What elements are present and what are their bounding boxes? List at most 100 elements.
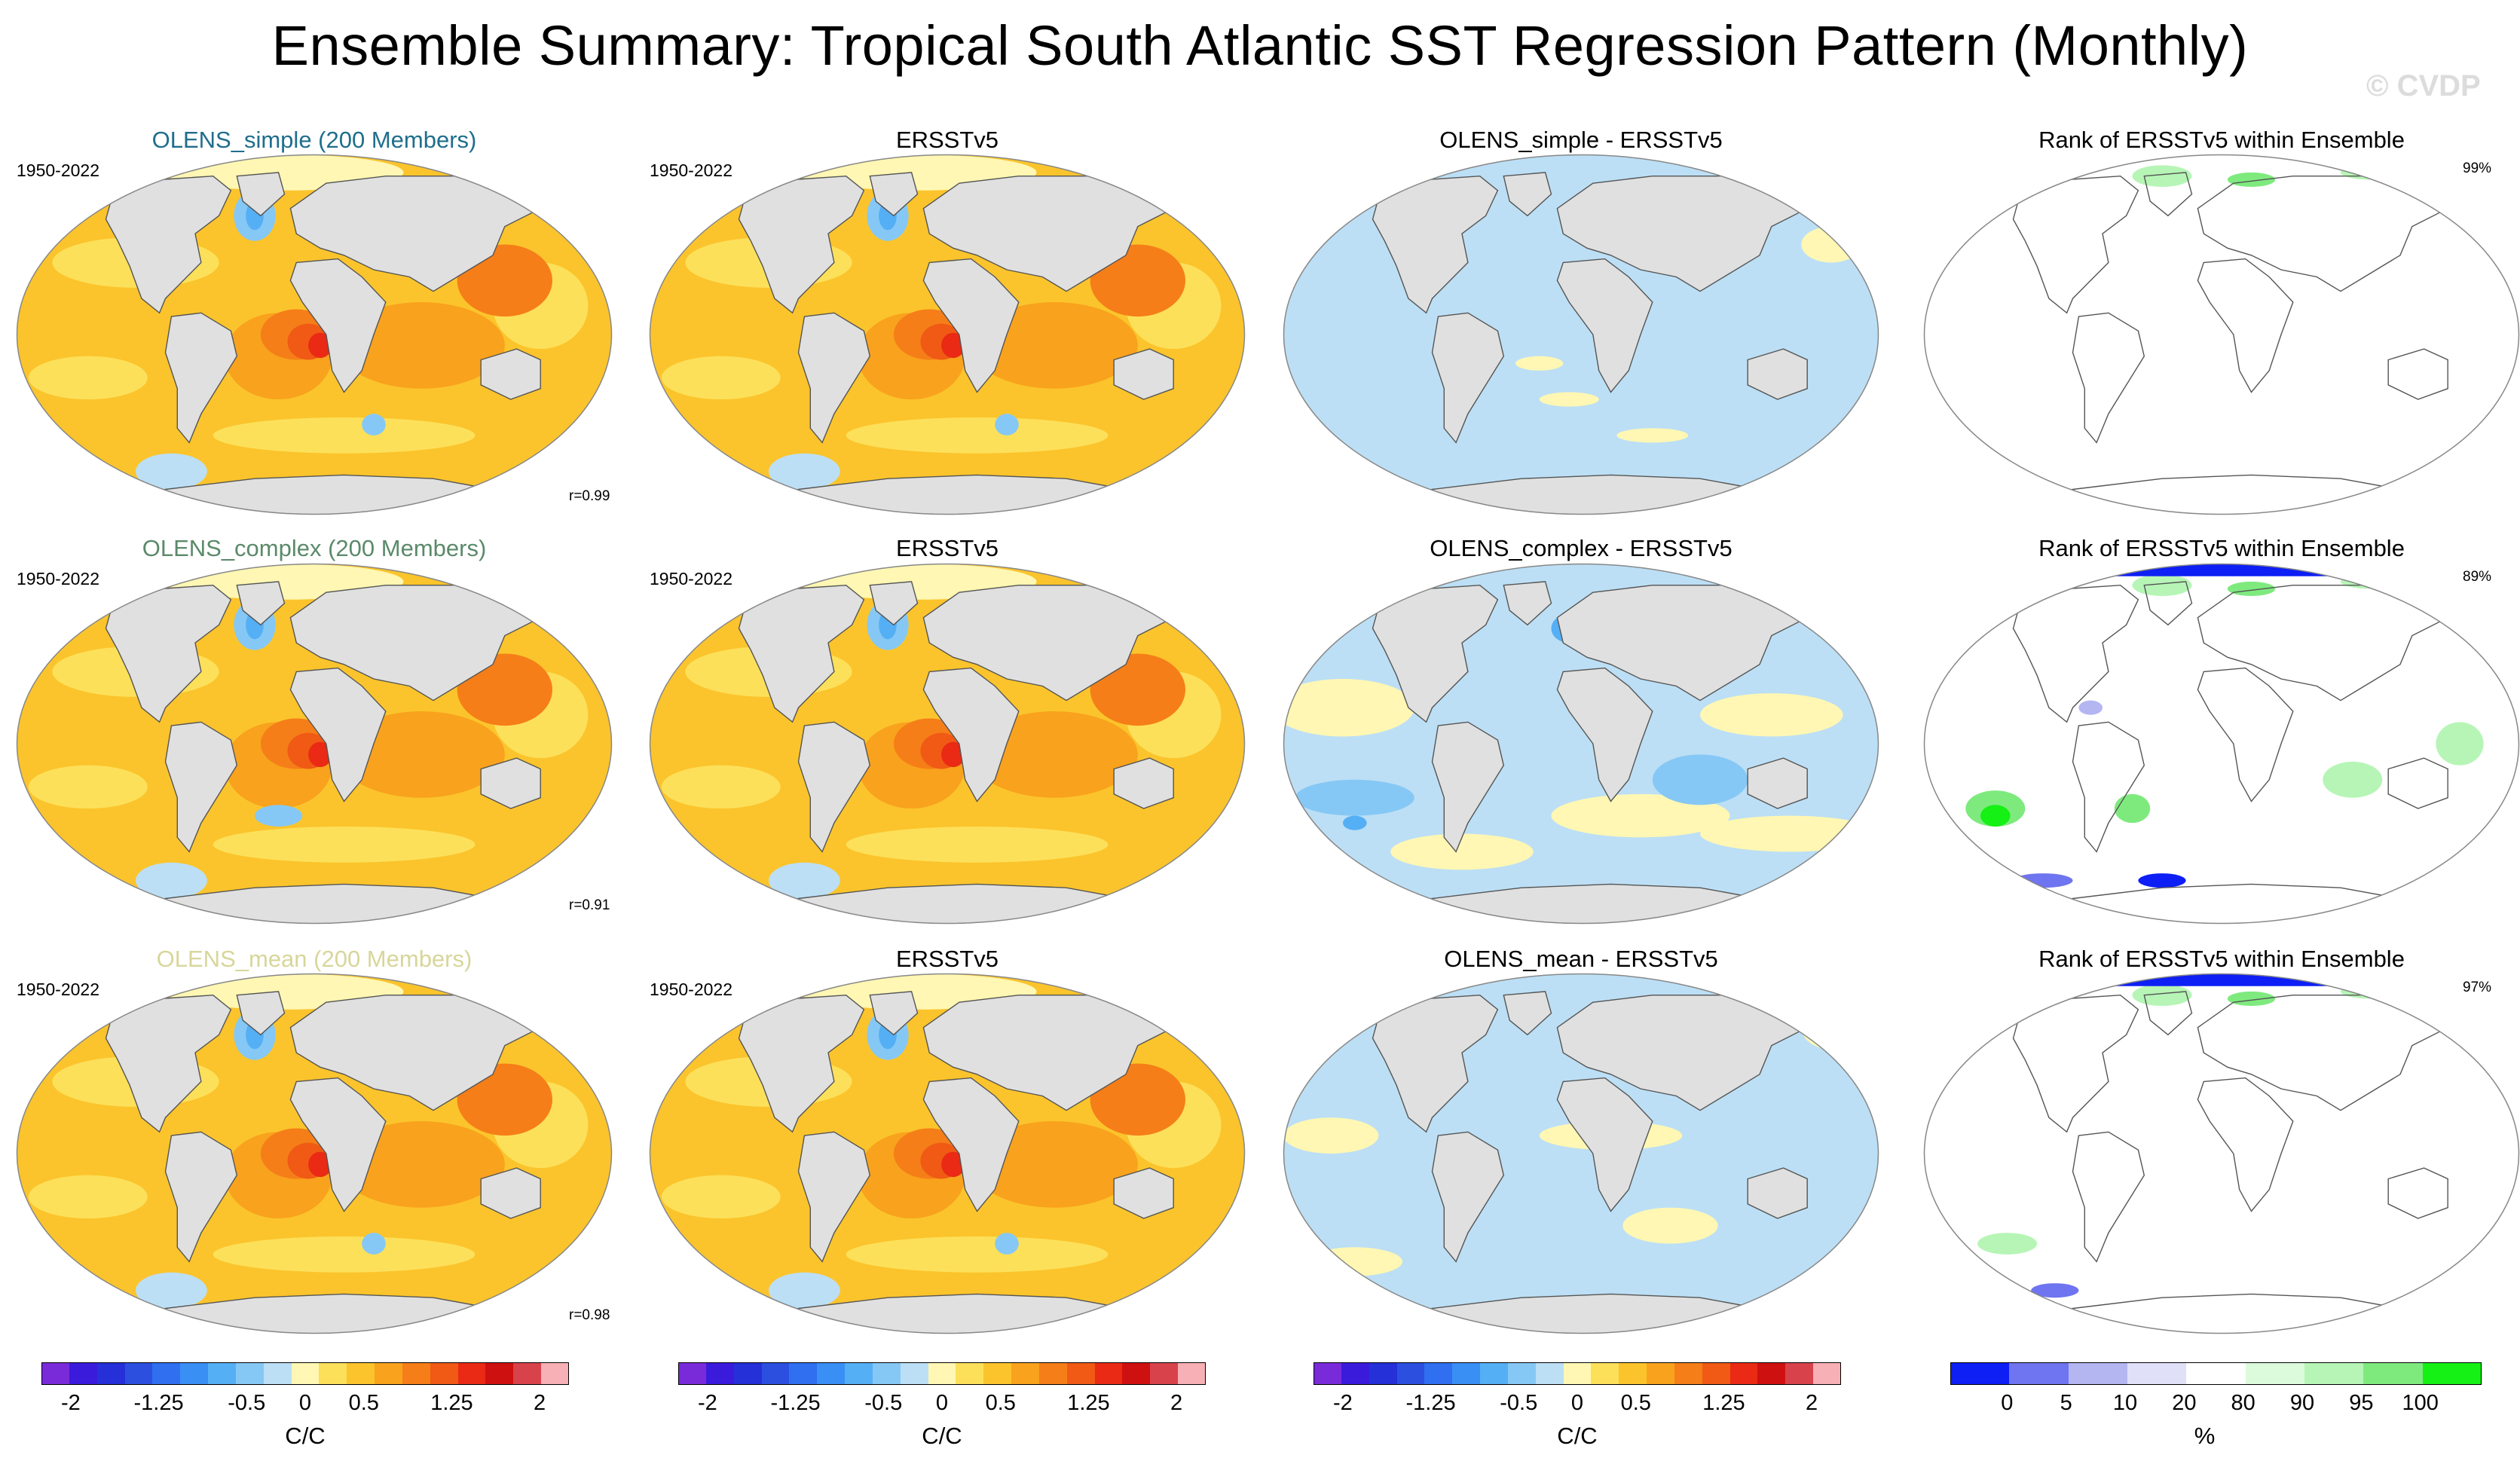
land-africa	[2197, 667, 2294, 802]
colorbar-swatch	[2009, 1362, 2069, 1385]
sst-field-patch	[338, 711, 505, 798]
colorbar-swatch	[2245, 1362, 2305, 1385]
colorbar-swatch	[1619, 1362, 1647, 1385]
rank-field-patch	[2114, 793, 2151, 824]
sst-field-patch	[362, 414, 386, 436]
land-greenland	[236, 581, 286, 626]
land-eurasia	[922, 176, 1175, 292]
sst-field-patch	[213, 1236, 476, 1273]
sst-field-patch	[971, 711, 1138, 798]
colorbar-swatch	[402, 1362, 431, 1385]
sst-field-patch	[661, 1175, 781, 1219]
pattern-correlation-r3: r=0.98	[569, 1307, 610, 1323]
colorbar-unit: C/C	[1557, 1423, 1598, 1449]
colorbar-frame	[1314, 1362, 1841, 1385]
sst-field-patch	[971, 301, 1138, 389]
colorbar-swatch	[678, 1362, 707, 1385]
land-eurasia	[1556, 995, 1809, 1111]
colorbar-tick-label: 0	[2001, 1391, 2014, 1415]
sst-field-patch	[255, 805, 303, 827]
land-australia	[1113, 1167, 1174, 1219]
colorbar-tick-label: 90	[2289, 1391, 2315, 1415]
map-border	[1283, 154, 1879, 515]
colorbar-swatch	[1424, 1362, 1453, 1385]
map-r2-c4	[1923, 563, 2520, 925]
colorbar-swatch	[705, 1362, 735, 1385]
land-southAmerica	[2072, 1131, 2145, 1263]
sst-field-patch	[971, 1120, 1138, 1208]
sst-field-patch	[338, 1120, 505, 1208]
map-field	[17, 564, 612, 924]
colorbar-swatch	[1702, 1362, 1731, 1385]
sst-field-patch	[846, 417, 1109, 454]
sst-field-patch	[846, 1236, 1109, 1273]
colorbar-frame	[1950, 1362, 2482, 1385]
rank-field-patch	[2132, 984, 2192, 1007]
land-australia	[1113, 348, 1174, 400]
land-greenland	[236, 172, 286, 217]
colorbar-unit: C/C	[285, 1423, 326, 1449]
land-africa	[2197, 258, 2294, 393]
land-antarctica	[2071, 1293, 2402, 1334]
colorbar-swatch	[2304, 1362, 2364, 1385]
map-border	[649, 973, 1246, 1334]
land-northAmerica	[1372, 584, 1499, 723]
map-border	[1923, 563, 2520, 925]
colorbar-swatch	[845, 1362, 873, 1385]
land-eurasia	[289, 995, 542, 1111]
map-r2-c2	[649, 563, 1246, 925]
colorbar-swatch	[1785, 1362, 1814, 1385]
land-southAmerica	[1431, 312, 1505, 444]
rank-field-patch	[1977, 1233, 2038, 1255]
land-eurasia	[289, 176, 542, 292]
land-southAmerica	[2072, 312, 2145, 444]
rank-title-r2: Rank of ERSSTv5 within Ensemble	[2038, 535, 2405, 561]
colorbar-swatch	[1011, 1362, 1040, 1385]
land-africa	[922, 1077, 1020, 1212]
land-africa	[289, 258, 387, 393]
diff-field-patch	[1700, 693, 1843, 737]
map-field	[17, 974, 612, 1334]
colorbar-swatch	[1647, 1362, 1675, 1385]
colorbar-swatch	[900, 1362, 929, 1385]
colorbar-swatch	[124, 1362, 153, 1385]
land-africa	[922, 258, 1020, 393]
rank-field-patch	[2031, 1283, 2079, 1298]
colorbar-swatch	[1066, 1362, 1096, 1385]
land-northAmerica	[105, 994, 232, 1133]
colorbar-frame	[41, 1362, 569, 1385]
colorbar-swatch	[69, 1362, 98, 1385]
map-field	[17, 154, 612, 515]
land-africa	[289, 667, 387, 802]
diff-field-patch	[1801, 1006, 1861, 1050]
map-r1-c1	[16, 154, 613, 515]
diff-field-patch	[1283, 678, 1414, 737]
map-field	[1283, 974, 1879, 1334]
colorbar-swatch	[347, 1362, 375, 1385]
land-northAmerica	[738, 175, 865, 314]
colorbar-tick-label: 100	[2402, 1391, 2439, 1415]
colorbar-frame	[678, 1362, 1206, 1385]
land-northAmerica	[2012, 994, 2139, 1133]
sst-field-patch	[846, 826, 1109, 863]
map-field	[1924, 564, 2519, 924]
land-greenland	[2143, 172, 2193, 217]
colorbar-swatch	[541, 1362, 570, 1385]
land-northAmerica	[2012, 175, 2139, 314]
map-border	[16, 973, 613, 1334]
diff-field-patch	[1551, 793, 1730, 838]
colorbar-swatch	[1452, 1362, 1481, 1385]
colorbar-swatch	[375, 1362, 403, 1385]
colorbar-swatch	[291, 1362, 320, 1385]
land-northAmerica	[1372, 994, 1499, 1133]
colorbar-swatch	[1729, 1362, 1758, 1385]
land-australia	[2387, 1167, 2448, 1219]
colorbar-swatch	[1480, 1362, 1509, 1385]
land-eurasia	[922, 585, 1175, 701]
colorbar-swatch	[1563, 1362, 1592, 1385]
colorbar-swatch	[2363, 1362, 2424, 1385]
colorbar-swatch	[733, 1362, 762, 1385]
colorbar-swatch	[1038, 1362, 1068, 1385]
sst-field-patch	[308, 741, 332, 768]
rank-field-patch	[2138, 873, 2186, 888]
